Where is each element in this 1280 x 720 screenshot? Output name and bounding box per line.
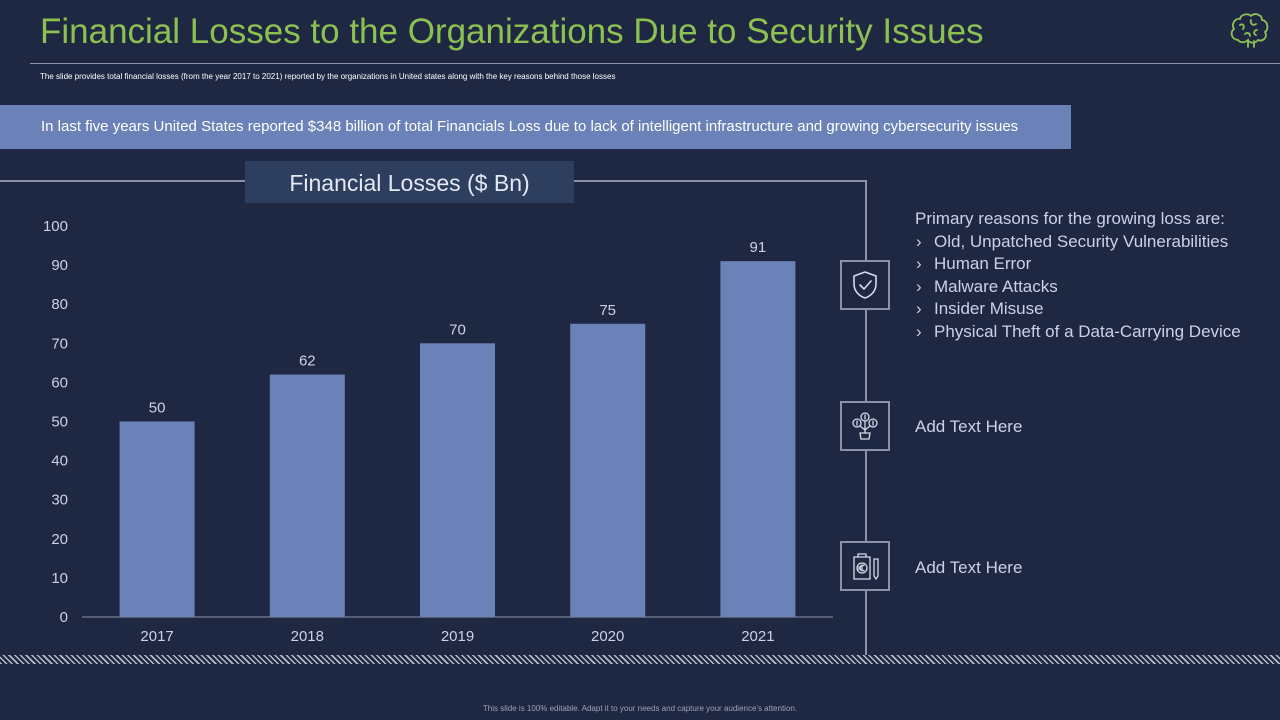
y-tick-label: 80 bbox=[51, 296, 68, 313]
reasons-list: Old, Unpatched Security Vulnerabilities … bbox=[915, 231, 1254, 344]
bar bbox=[720, 261, 796, 617]
chart-header-line-right bbox=[574, 180, 866, 182]
chart-title: Financial Losses ($ Bn) bbox=[245, 161, 574, 203]
y-tick-label: 70 bbox=[51, 335, 68, 352]
add-text-placeholder-2: Add Text Here bbox=[915, 558, 1023, 577]
x-tick-label: 2017 bbox=[140, 628, 173, 645]
y-tick-label: 0 bbox=[60, 609, 68, 626]
x-tick-label: 2020 bbox=[591, 628, 624, 645]
money-plant-icon-box bbox=[840, 401, 890, 451]
brain-icon bbox=[1230, 13, 1269, 48]
hatched-divider bbox=[0, 655, 1280, 664]
x-tick-label: 2018 bbox=[291, 628, 324, 645]
y-tick-label: 50 bbox=[51, 414, 68, 431]
x-tick-label: 2021 bbox=[741, 628, 774, 645]
y-tick-label: 60 bbox=[51, 374, 68, 391]
y-tick-label: 30 bbox=[51, 492, 68, 509]
euro-document-icon bbox=[853, 553, 879, 581]
reason-item: Insider Misuse bbox=[915, 298, 1254, 321]
bar-data-label: 91 bbox=[750, 239, 767, 256]
bar bbox=[119, 421, 195, 617]
reason-item: Physical Theft of a Data-Carrying Device bbox=[915, 321, 1254, 344]
reason-item: Malware Attacks bbox=[915, 276, 1254, 299]
shield-check-icon bbox=[853, 271, 877, 299]
y-tick-label: 10 bbox=[51, 570, 68, 587]
y-tick-label: 20 bbox=[51, 531, 68, 548]
chart-header-line-left bbox=[0, 180, 245, 182]
shield-icon-box bbox=[840, 260, 890, 310]
y-tick-label: 40 bbox=[51, 453, 68, 470]
euro-document-icon-box bbox=[840, 541, 890, 591]
bar-data-label: 62 bbox=[299, 353, 316, 370]
bar-data-label: 70 bbox=[449, 321, 466, 338]
reasons-block: Primary reasons for the growing loss are… bbox=[915, 208, 1254, 343]
title-divider bbox=[30, 63, 1280, 64]
summary-banner: In last five years United States reporte… bbox=[0, 105, 1071, 149]
bar-data-label: 75 bbox=[599, 302, 616, 319]
bar-chart: 0 10 20 30 40 50 60 70 80 90 100 50 2017 62 2018 70 2019… bbox=[43, 218, 833, 645]
add-text-placeholder-1: Add Text Here bbox=[915, 417, 1023, 436]
slide-subtitle: The slide provides total financial losse… bbox=[40, 72, 616, 81]
y-tick-label: 90 bbox=[51, 257, 68, 274]
bar bbox=[420, 343, 495, 617]
reasons-heading: Primary reasons for the growing loss are… bbox=[915, 209, 1225, 228]
x-tick-label: 2019 bbox=[441, 628, 474, 645]
money-plant-icon bbox=[852, 412, 878, 440]
slide-title: Financial Losses to the Organizations Du… bbox=[40, 12, 984, 51]
reason-item: Old, Unpatched Security Vulnerabilities bbox=[915, 231, 1254, 254]
bar bbox=[269, 374, 345, 617]
footer-note: This slide is 100% editable. Adapt it to… bbox=[482, 704, 798, 713]
bar-data-label: 50 bbox=[149, 400, 166, 417]
reason-item: Human Error bbox=[915, 253, 1254, 276]
bar bbox=[570, 323, 646, 617]
y-tick-label: 100 bbox=[43, 218, 68, 235]
